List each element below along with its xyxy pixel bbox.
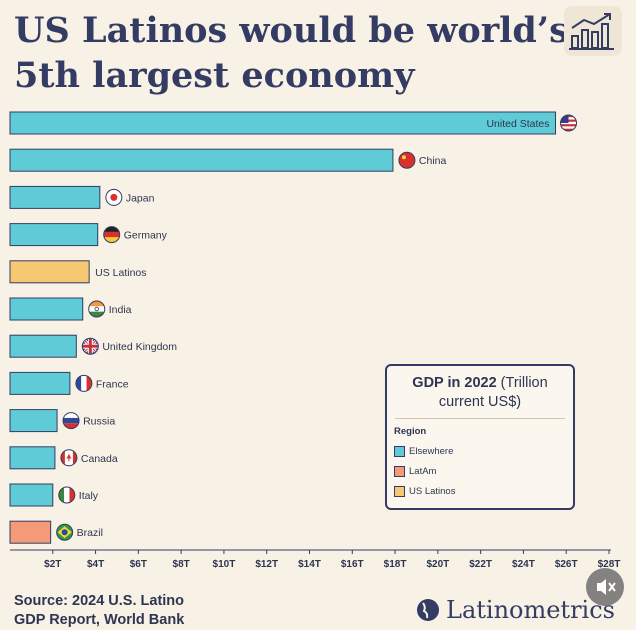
source-note: Source: 2024 U.S. Latino GDP Report, Wor…: [14, 592, 184, 630]
x-tick-label: $28T: [598, 559, 621, 570]
bar-united-kingdom: [9, 334, 77, 358]
bar-label-germany: Germany: [124, 230, 168, 242]
brand-logo: Latinometrics: [416, 596, 615, 624]
bar-italy: [9, 483, 54, 507]
bar-label-france: France: [96, 378, 129, 390]
bar-us-latinos: [9, 260, 90, 284]
bar-japan: [9, 185, 101, 209]
x-tick-label: $8T: [173, 559, 190, 570]
x-tick-label: $2T: [44, 559, 61, 570]
x-tick-label: $12T: [255, 559, 278, 570]
x-tick-label: $16T: [341, 559, 364, 570]
bar-india: [9, 297, 84, 321]
bar-chart-icon: [564, 6, 622, 56]
gdp-bar-chart: United States China Japan Germany US Latinos…: [9, 111, 621, 570]
source-line-2: GDP Report, World Bank: [14, 612, 185, 628]
legend-item-latam: LatAm: [394, 466, 573, 477]
bar-canada: [9, 446, 56, 470]
legend-region-label: Region: [394, 426, 427, 437]
x-tick-label: $10T: [213, 559, 236, 570]
x-tick-label: $6T: [130, 559, 147, 570]
x-tick-label: $20T: [426, 559, 449, 570]
canada-flag-icon: [60, 449, 78, 467]
x-tick-label: $4T: [87, 559, 104, 570]
legend-label-latam: LatAm: [409, 466, 437, 477]
bar-germany: [9, 223, 99, 247]
chart-title: US Latinos would be world’s 5th largest …: [14, 8, 569, 98]
italy-flag-icon: [58, 486, 76, 504]
globe-icon: [417, 599, 439, 621]
uk-flag-icon: [81, 337, 99, 355]
legend-swatch-us-latinos: [394, 486, 405, 497]
russia-flag-icon: [62, 412, 80, 430]
bar-united-states: [9, 111, 557, 135]
bar-brazil: [9, 520, 52, 544]
x-tick-label: $22T: [469, 559, 492, 570]
x-tick-label: $18T: [384, 559, 407, 570]
legend-label-us-latinos: US Latinos: [409, 486, 456, 497]
bar-russia: [9, 409, 58, 433]
bar-france: [9, 371, 71, 395]
us-flag-icon: [560, 114, 578, 132]
bar-label-united-states: United States: [486, 118, 549, 130]
bar-label-italy: Italy: [79, 490, 99, 502]
bar-china: [9, 148, 394, 172]
bar-label-united-kingdom: United Kingdom: [102, 341, 177, 353]
germany-flag-icon: [103, 226, 121, 244]
brand-name: Latinometrics: [446, 596, 615, 624]
legend-item-elsewhere: Elsewhere: [394, 446, 573, 457]
legend-swatch-elsewhere: [394, 446, 405, 457]
chart-title-line-2: 5th largest economy: [14, 55, 415, 96]
japan-flag-icon: [105, 188, 123, 206]
mute-toggle-button[interactable]: [586, 568, 624, 606]
legend-swatch-latam: [394, 466, 405, 477]
bar-label-russia: Russia: [83, 416, 115, 428]
chart-title-line-1: US Latinos would be world’s: [14, 10, 569, 51]
india-flag-icon: [88, 300, 106, 318]
x-tick-label: $14T: [298, 559, 321, 570]
bar-label-brazil: Brazil: [77, 527, 103, 539]
legend-item-us-latinos: US Latinos: [394, 486, 573, 497]
legend-label-elsewhere: Elsewhere: [409, 446, 454, 457]
chart-legend: GDP in 2022 (Trillion current US$) Regio…: [385, 364, 575, 510]
legend-divider: [395, 418, 565, 419]
x-tick-label: $26T: [555, 559, 578, 570]
legend-title: GDP in 2022 (Trillion current US$): [412, 375, 548, 410]
china-flag-icon: [398, 151, 416, 169]
bar-label-canada: Canada: [81, 453, 118, 465]
france-flag-icon: [75, 374, 93, 392]
speaker-muted-icon: [597, 579, 616, 595]
bar-label-japan: Japan: [126, 192, 155, 204]
x-tick-label: $24T: [512, 559, 535, 570]
bar-label-china: China: [419, 155, 447, 167]
bar-label-us-latinos: US Latinos: [95, 267, 146, 279]
bar-label-india: India: [109, 304, 132, 316]
source-line-1: Source: 2024 U.S. Latino: [14, 593, 185, 609]
brazil-flag-icon: [56, 523, 74, 541]
